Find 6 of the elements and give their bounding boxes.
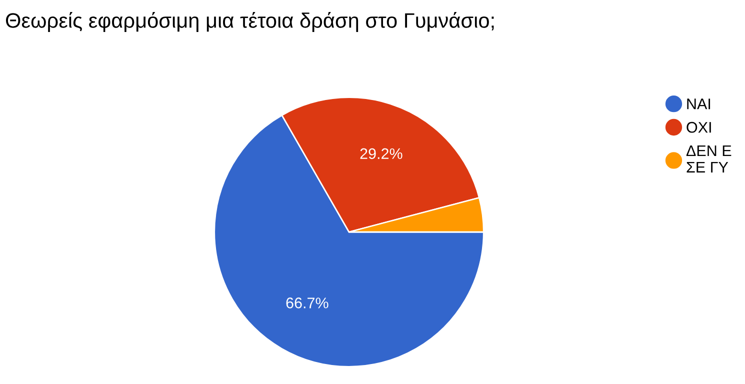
chart-title: Θεωρείς εφαρμόσιμη μια τέτοια δράση στο Γυμνάσιο; <box>6 12 494 32</box>
data-label: 29.2% <box>360 148 402 160</box>
data-label: 66.7% <box>286 298 328 308</box>
legend-label: ΝΑΙ <box>687 98 710 110</box>
legend-label: ΟΧΙ <box>686 122 711 133</box>
legend-label: ΔΕΝ Ε ΣΕ ΓΥ <box>686 145 732 172</box>
